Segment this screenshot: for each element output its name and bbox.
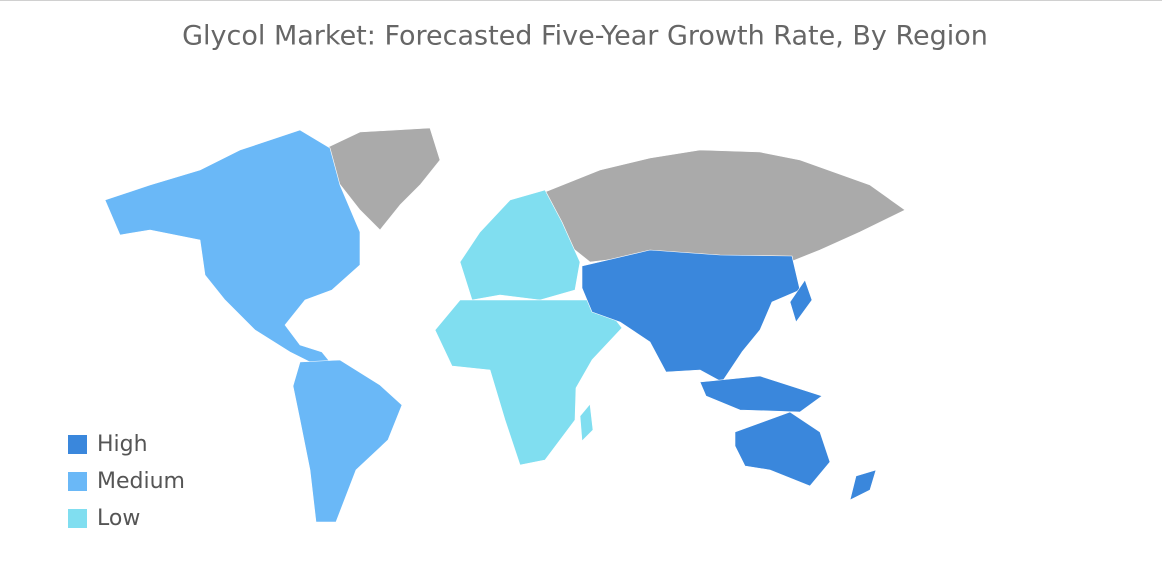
legend-swatch: [68, 435, 87, 454]
region-shape: [434, 299, 623, 466]
region-shape: [104, 129, 361, 369]
region-shape: [699, 375, 823, 413]
map-title: Glycol Market: Forecasted Five-Year Grow…: [182, 21, 988, 52]
region-shape: [789, 279, 813, 323]
region-shape: [459, 189, 581, 301]
legend: High Medium Low: [68, 432, 185, 531]
region-shape: [579, 403, 594, 442]
region-shape: [734, 411, 831, 487]
legend-label: High: [97, 432, 148, 457]
region-shape: [581, 249, 801, 383]
region-shape: [321, 127, 441, 231]
legend-label: Medium: [97, 469, 185, 494]
region-shape: [849, 469, 877, 501]
legend-swatch: [68, 509, 87, 528]
legend-label: Low: [97, 506, 140, 531]
legend-swatch: [68, 472, 87, 491]
region-shape: [292, 359, 403, 523]
region-shape: [544, 149, 906, 263]
world-map: [104, 127, 906, 523]
